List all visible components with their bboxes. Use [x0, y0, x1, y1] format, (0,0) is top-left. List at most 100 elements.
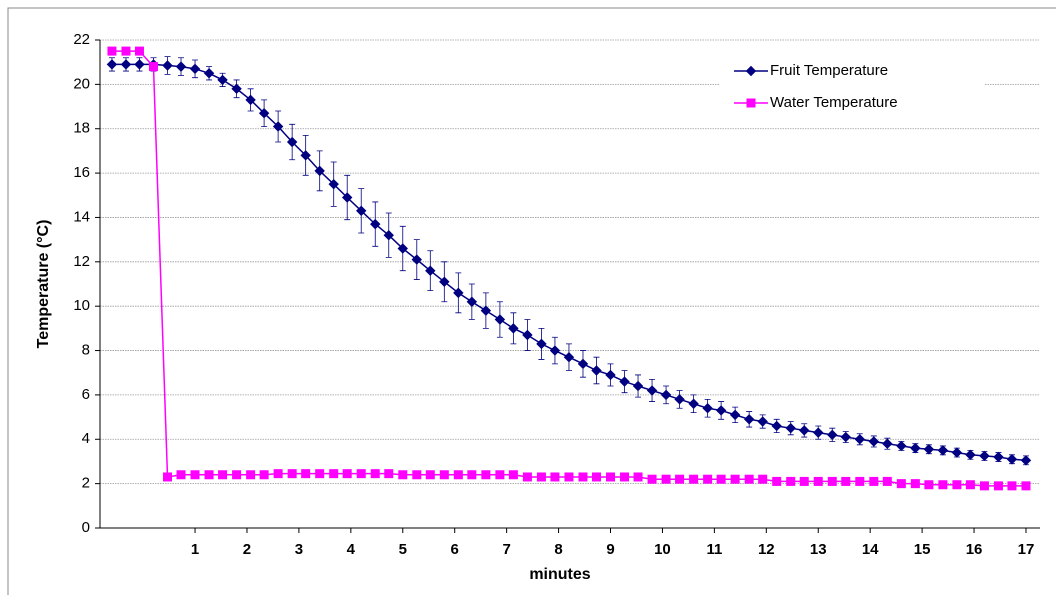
point-marker: [813, 476, 823, 486]
point-marker: [175, 61, 187, 72]
point-marker: [134, 59, 145, 70]
y-tick-label: 22: [73, 31, 90, 48]
point-marker: [647, 474, 657, 484]
point-marker: [646, 385, 658, 396]
x-tick-label: 15: [914, 541, 931, 558]
point-marker: [259, 470, 269, 480]
point-marker: [896, 479, 906, 489]
point-marker: [841, 476, 851, 486]
x-tick-label: 12: [758, 541, 775, 558]
point-marker: [688, 398, 699, 409]
point-marker: [522, 472, 532, 482]
point-marker: [633, 472, 643, 482]
point-marker: [868, 436, 880, 447]
y-tick-label: 16: [73, 164, 90, 181]
point-marker: [439, 276, 450, 287]
point-marker: [106, 59, 118, 70]
point-marker: [578, 472, 588, 482]
point-marker: [286, 136, 298, 148]
point-marker: [924, 480, 934, 490]
point-marker: [660, 389, 672, 401]
point-marker: [715, 405, 727, 416]
x-tick-label: 9: [606, 541, 614, 558]
point-marker: [120, 59, 132, 70]
point-marker: [218, 470, 228, 480]
y-tick-label: 4: [82, 430, 90, 447]
point-marker: [494, 314, 506, 325]
point-marker: [827, 429, 838, 441]
point-marker: [619, 376, 630, 387]
legend-label: Fruit Temperature: [770, 62, 888, 79]
point-marker: [550, 472, 560, 482]
point-marker: [675, 474, 685, 484]
point-marker: [577, 358, 589, 370]
point-marker: [314, 165, 325, 177]
point-marker: [522, 329, 533, 341]
point-marker: [190, 470, 200, 480]
point-marker: [882, 438, 893, 449]
point-marker: [937, 445, 949, 456]
point-marker: [300, 150, 311, 161]
point-marker: [495, 470, 505, 480]
legend-label: Water Temperature: [770, 94, 898, 111]
point-marker: [632, 380, 644, 392]
point-marker: [370, 218, 381, 230]
point-marker: [246, 470, 256, 480]
point-marker: [425, 265, 436, 276]
point-marker: [315, 469, 325, 479]
point-marker: [341, 192, 353, 203]
x-tick-label: 17: [1018, 541, 1035, 558]
x-tick-label: 11: [706, 541, 722, 558]
point-marker: [952, 480, 962, 490]
point-marker: [342, 469, 352, 479]
chart-border: [7, 7, 1056, 595]
point-marker: [689, 474, 699, 484]
x-tick-label: 16: [966, 541, 983, 558]
legend-box: [720, 55, 985, 119]
point-marker: [217, 74, 228, 86]
point-marker: [716, 474, 726, 484]
point-marker: [743, 414, 755, 425]
y-tick-label: 0: [82, 519, 90, 536]
y-tick-label: 10: [73, 297, 90, 314]
point-marker: [799, 425, 810, 436]
point-marker: [508, 470, 518, 480]
x-tick-label: 6: [451, 541, 459, 558]
point-marker: [397, 243, 408, 254]
point-marker: [910, 442, 921, 454]
point-marker: [869, 476, 879, 486]
point-marker: [1021, 481, 1031, 491]
point-marker: [258, 107, 270, 119]
point-marker: [1007, 481, 1017, 491]
point-marker: [536, 472, 546, 482]
point-marker: [370, 469, 380, 479]
point-marker: [745, 65, 757, 77]
point-marker: [785, 422, 796, 434]
point-marker: [993, 451, 1004, 463]
x-tick-label: 1: [191, 541, 199, 558]
point-marker: [273, 469, 283, 479]
x-tick-label: 13: [810, 541, 827, 558]
point-marker: [411, 254, 423, 265]
point-marker: [245, 94, 256, 106]
point-marker: [855, 476, 865, 486]
y-tick-label: 12: [73, 253, 90, 270]
point-marker: [134, 46, 144, 56]
point-marker: [329, 469, 339, 479]
point-marker: [272, 121, 284, 132]
point-marker: [536, 338, 547, 350]
y-tick-label: 8: [82, 342, 90, 359]
point-marker: [882, 476, 892, 486]
point-marker: [189, 63, 201, 75]
point-marker: [356, 469, 366, 479]
point-marker: [356, 205, 367, 217]
point-marker: [508, 323, 519, 334]
x-axis-label: minutes: [529, 566, 590, 583]
point-marker: [757, 416, 768, 427]
point-marker: [661, 474, 671, 484]
y-axis-label: Temperature (°C): [35, 220, 52, 349]
point-marker: [730, 474, 740, 484]
y-tick-label: 18: [73, 120, 90, 137]
point-marker: [979, 481, 989, 491]
